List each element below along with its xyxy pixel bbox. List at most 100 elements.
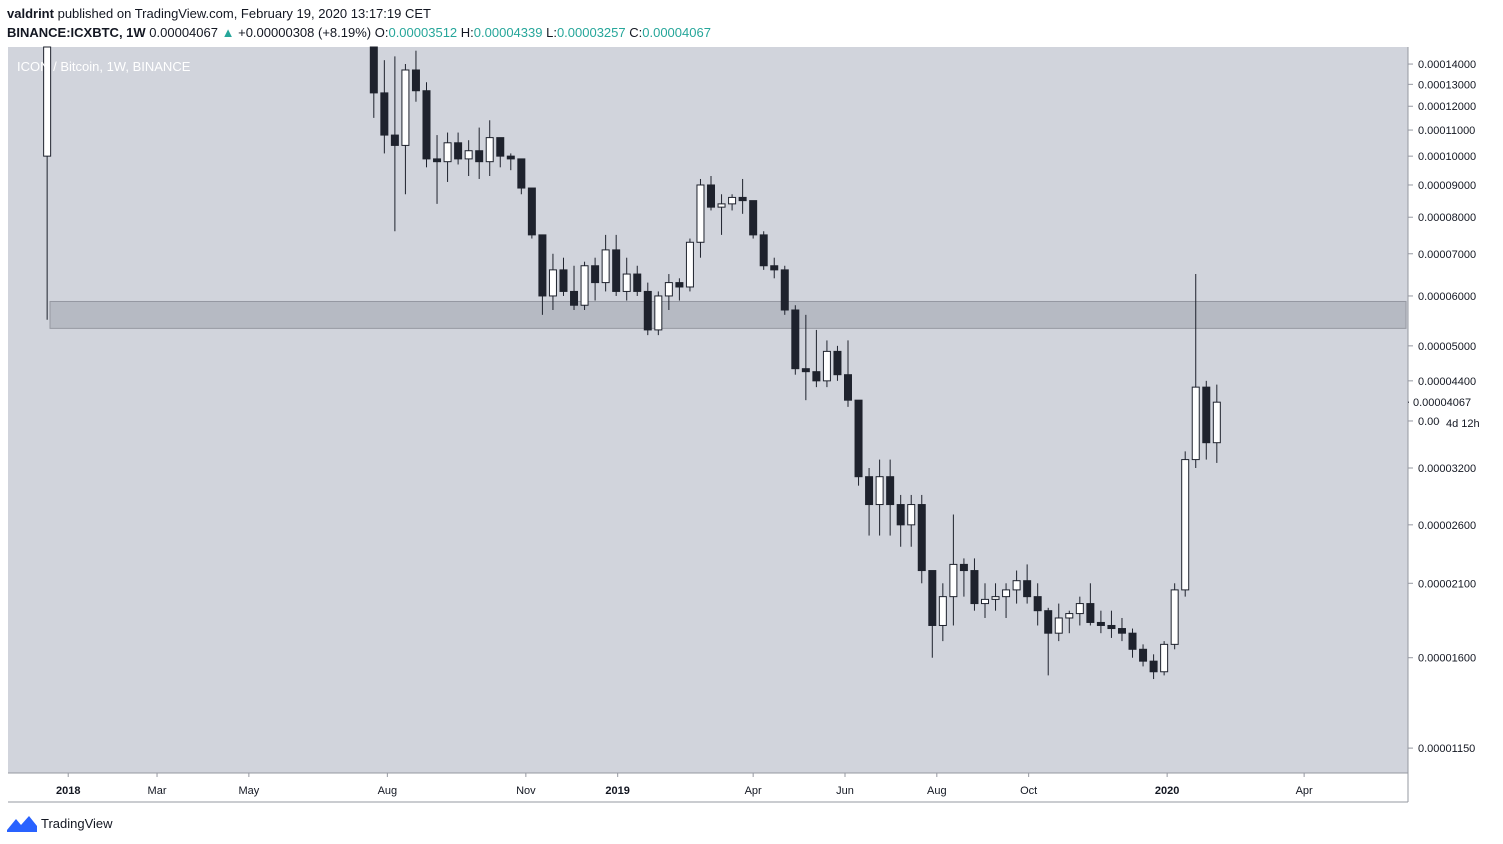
candle-up[interactable] (907, 494, 916, 547)
candle-up[interactable] (875, 459, 884, 536)
candle-down[interactable] (959, 558, 968, 597)
candle-body (454, 142, 463, 160)
candle-up[interactable] (949, 514, 958, 626)
candle-down[interactable] (759, 231, 768, 270)
candle-up[interactable] (1065, 610, 1074, 634)
candle-down[interactable] (1033, 583, 1042, 626)
candle-down[interactable] (1044, 607, 1053, 676)
candle-up[interactable] (485, 120, 494, 177)
candle-down[interactable] (896, 494, 905, 547)
candle-down[interactable] (1096, 610, 1105, 634)
candle-down[interactable] (749, 200, 758, 239)
candle-down[interactable] (570, 265, 579, 310)
candle-up[interactable] (548, 253, 557, 310)
candle-up[interactable] (1160, 641, 1169, 676)
candle-down[interactable] (844, 340, 852, 407)
time-tick-label: Mar (148, 785, 167, 797)
candle-up[interactable] (464, 140, 473, 177)
candle-down[interactable] (422, 82, 431, 168)
candle-down[interactable] (780, 265, 789, 315)
candle-up[interactable] (654, 291, 663, 336)
candle-down[interactable] (1202, 380, 1211, 460)
candle-body (1075, 603, 1084, 615)
candle-down[interactable] (496, 137, 505, 168)
candle-body (980, 598, 989, 605)
candle-down[interactable] (538, 234, 547, 315)
candle-up[interactable] (696, 178, 705, 258)
candle-down[interactable] (612, 234, 621, 296)
candle-up[interactable] (1181, 451, 1190, 597)
candle-up[interactable] (443, 132, 452, 182)
candle-body (791, 309, 800, 370)
candle-down[interactable] (633, 265, 642, 296)
candle-up[interactable] (43, 46, 52, 320)
high-label: H: (460, 25, 474, 40)
candle-down[interactable] (411, 50, 420, 102)
candle-down[interactable] (527, 187, 536, 239)
candle-down[interactable] (506, 153, 515, 171)
candle-up[interactable] (717, 194, 726, 235)
candle-down[interactable] (369, 46, 378, 118)
candle-up[interactable] (1054, 603, 1063, 642)
candle-down[interactable] (1023, 564, 1032, 604)
candle-up[interactable] (980, 583, 989, 618)
candle-up[interactable] (1012, 570, 1021, 604)
candle-up[interactable] (1170, 583, 1179, 650)
candle-down[interactable] (833, 345, 842, 381)
time-axis[interactable]: 2018 Mar May Aug Nov 2019 Apr Jun Aug Oct 2020 Apr (56, 773, 1313, 797)
candle-down[interactable] (770, 257, 779, 279)
time-tick-label: May (238, 785, 259, 797)
candle-up[interactable] (822, 340, 831, 388)
candle-down[interactable] (886, 459, 895, 536)
candle-down[interactable] (1128, 628, 1137, 658)
candle-down[interactable] (1107, 610, 1116, 638)
candle-down[interactable] (517, 158, 526, 195)
candle-up[interactable] (1075, 596, 1084, 626)
candle-up[interactable] (1191, 274, 1200, 469)
candle-down[interactable] (812, 329, 821, 388)
candle-down[interactable] (1086, 583, 1095, 626)
candle-down[interactable] (643, 282, 652, 336)
candle-down[interactable] (454, 132, 463, 165)
candle-body (917, 504, 926, 572)
candle-up[interactable] (1002, 583, 1011, 618)
support-zone[interactable] (49, 300, 1407, 329)
candle-down[interactable] (559, 257, 568, 296)
candle-down[interactable] (433, 135, 442, 204)
candle-up[interactable] (728, 194, 737, 211)
candle-up[interactable] (401, 64, 410, 195)
candle-down[interactable] (791, 305, 800, 375)
chart-title: ICON / Bitcoin, 1W, BINANCE (17, 59, 191, 74)
candle-down[interactable] (390, 56, 399, 232)
candle-body (749, 200, 758, 236)
candle-down[interactable] (928, 570, 937, 658)
candle-down[interactable] (1149, 654, 1158, 680)
candle-up[interactable] (1212, 384, 1221, 463)
plot-area[interactable] (8, 47, 1408, 773)
author-name[interactable]: valdrint (7, 6, 54, 21)
candle-up[interactable] (991, 583, 1000, 611)
candle-down[interactable] (1139, 644, 1148, 667)
candle-body (696, 184, 705, 243)
candle-down[interactable] (707, 176, 716, 211)
candle-body (928, 570, 937, 626)
candle-down[interactable] (917, 494, 926, 584)
candle-down[interactable] (1117, 617, 1126, 642)
candle-down[interactable] (970, 558, 979, 611)
candle-up[interactable] (622, 257, 631, 301)
candle-up[interactable] (938, 583, 947, 642)
candle-up[interactable] (664, 274, 673, 310)
candle-down[interactable] (865, 468, 874, 536)
candle-down[interactable] (675, 278, 684, 301)
tradingview-branding[interactable]: TradingView (7, 814, 113, 832)
candle-down[interactable] (801, 314, 810, 401)
candle-up[interactable] (580, 261, 589, 310)
candle-down[interactable] (475, 127, 484, 179)
candle-down[interactable] (380, 60, 389, 154)
candle-up[interactable] (601, 234, 610, 292)
candle-down[interactable] (591, 257, 600, 301)
candle-up[interactable] (685, 238, 694, 292)
candle-down[interactable] (854, 399, 863, 486)
candle-down[interactable] (738, 178, 747, 214)
